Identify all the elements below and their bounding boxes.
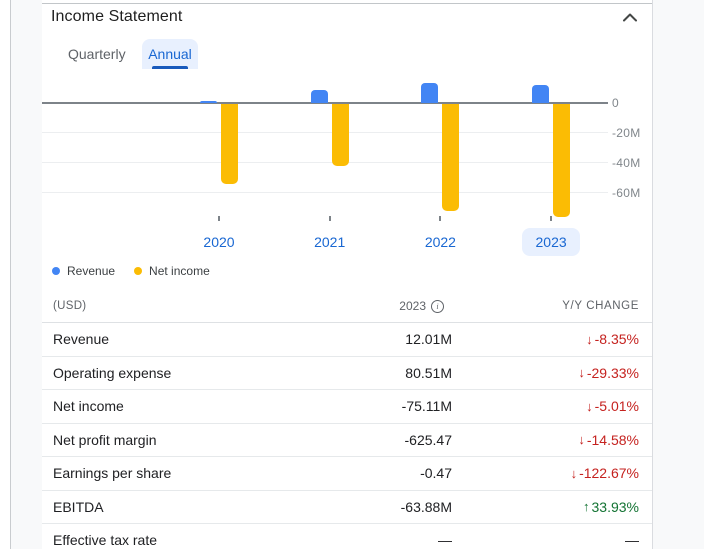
year-column-header: 2023 i bbox=[399, 299, 444, 313]
row-yy-change: — bbox=[625, 532, 639, 549]
net-income-bar-2022[interactable] bbox=[442, 104, 460, 212]
row-label: Earnings per share bbox=[53, 465, 172, 482]
yy-change-column-header: Y/Y CHANGE bbox=[562, 300, 639, 312]
down-arrow-icon: ↓ bbox=[570, 465, 578, 481]
down-arrow-icon: ↓ bbox=[586, 398, 593, 414]
row-yy-change: ↓ -29.33% bbox=[578, 364, 639, 381]
table-row-earnings-per-share: Earnings per share -0.47 ↓ -122.67% bbox=[42, 457, 652, 491]
row-yy-change: ↓ -122.67% bbox=[570, 465, 639, 482]
revenue-bar-2023[interactable] bbox=[532, 85, 550, 103]
revenue-bar-2020[interactable] bbox=[200, 100, 217, 104]
legend-dot bbox=[52, 267, 60, 275]
table-row-effective-tax-rate: Effective tax rate — — bbox=[42, 524, 652, 549]
tab-annual[interactable]: Annual bbox=[142, 39, 198, 69]
legend-label: Net income bbox=[149, 264, 210, 278]
year-label-2020[interactable]: 2020 bbox=[190, 228, 248, 256]
left-panel-border bbox=[10, 0, 11, 549]
table-row-net-profit-margin: Net profit margin -625.47 ↓ -14.58% bbox=[42, 424, 652, 457]
panel-title: Income Statement bbox=[51, 8, 183, 25]
row-yy-change: ↓ -8.35% bbox=[586, 331, 639, 348]
row-value: -75.11M bbox=[401, 398, 452, 415]
row-label: Operating expense bbox=[53, 364, 172, 381]
x-tick-2022 bbox=[439, 216, 442, 221]
row-yy-change: ↓ -5.01% bbox=[586, 398, 639, 415]
row-label: Net income bbox=[53, 398, 124, 415]
row-value: -625.47 bbox=[404, 431, 452, 448]
table-row-revenue: Revenue 12.01M ↓ -8.35% bbox=[42, 323, 652, 357]
y-axis-label-0: 0 bbox=[612, 96, 619, 110]
table-row-net-income: Net income -75.11M ↓ -5.01% bbox=[42, 390, 652, 424]
row-yy-change: ↓ -14.58% bbox=[578, 431, 639, 448]
year-label-2022[interactable]: 2022 bbox=[411, 228, 469, 256]
down-arrow-icon: ↓ bbox=[578, 365, 585, 381]
income-statement-card: Income Statement Quarterly Annual 0 -20M -… bbox=[42, 0, 652, 549]
row-label: Revenue bbox=[53, 331, 110, 348]
row-value: -0.47 bbox=[420, 465, 452, 482]
gridline-minus-20m bbox=[42, 132, 608, 133]
net-income-bar-2023[interactable] bbox=[553, 104, 571, 217]
financials-table: (USD) 2023 i Y/Y CHANGE Revenue 12.01M ↓ -8… bbox=[42, 292, 652, 549]
row-value: -63.88M bbox=[400, 498, 452, 515]
year-label-2021[interactable]: 2021 bbox=[301, 228, 359, 256]
zero-axis-line bbox=[42, 102, 608, 104]
year-header-label: 2023 bbox=[399, 299, 426, 313]
gridline-minus-60m bbox=[42, 192, 608, 193]
y-axis-label--40M: -40M bbox=[612, 156, 641, 170]
table-body: Revenue 12.01M ↓ -8.35% Operating expense 80.… bbox=[42, 323, 652, 549]
down-arrow-icon: ↓ bbox=[578, 432, 585, 448]
collapse-section-button[interactable] bbox=[616, 6, 644, 28]
table-row-operating-expense: Operating expense 80.51M ↓ -29.33% bbox=[42, 357, 652, 390]
row-value: — bbox=[438, 532, 452, 549]
net-income-bar-2021[interactable] bbox=[331, 104, 349, 166]
row-label: EBITDA bbox=[53, 498, 104, 515]
row-label: Effective tax rate bbox=[53, 532, 158, 549]
table-header-row: (USD) 2023 i Y/Y CHANGE bbox=[42, 292, 652, 323]
row-yy-change: ↑ 33.93% bbox=[583, 498, 639, 515]
currency-unit-header: (USD) bbox=[53, 300, 87, 312]
tab-quarterly[interactable]: Quarterly bbox=[68, 39, 126, 69]
table-row-ebitda: EBITDA -63.88M ↑ 33.93% bbox=[42, 491, 652, 524]
net-income-bar-2020[interactable] bbox=[221, 104, 238, 184]
tab-annual-label: Annual bbox=[148, 46, 192, 62]
tab-active-indicator bbox=[152, 66, 188, 69]
down-arrow-icon: ↓ bbox=[586, 331, 593, 347]
right-gutter bbox=[652, 0, 704, 549]
legend-label: Revenue bbox=[67, 264, 116, 278]
revenue-bar-2021[interactable] bbox=[310, 89, 328, 103]
legend-dot bbox=[134, 267, 143, 275]
revenue-bar-2022[interactable] bbox=[421, 83, 439, 103]
row-value: 80.51M bbox=[405, 364, 452, 381]
income-statement-bar-chart: 0 -20M -40M -60M bbox=[42, 75, 652, 228]
year-label-2023[interactable]: 2023 bbox=[522, 228, 581, 256]
legend-item-revenue: Revenue bbox=[52, 264, 115, 278]
gridline-minus-40m bbox=[42, 162, 608, 163]
section-divider bbox=[42, 3, 652, 4]
x-tick-2023 bbox=[550, 216, 553, 221]
legend-item-net-income: Net income bbox=[134, 264, 210, 278]
x-tick-2021 bbox=[328, 216, 331, 221]
chart-legend: Revenue Net income bbox=[52, 263, 210, 279]
info-icon[interactable]: i bbox=[431, 299, 444, 313]
x-tick-2020 bbox=[218, 216, 220, 221]
row-label: Net profit margin bbox=[53, 431, 157, 448]
row-value: 12.01M bbox=[405, 331, 452, 348]
left-gutter bbox=[11, 0, 42, 549]
y-axis-label--20M: -20M bbox=[612, 126, 641, 140]
y-axis-label--60M: -60M bbox=[612, 186, 641, 200]
chevron-up-icon bbox=[622, 10, 638, 25]
up-arrow-icon: ↑ bbox=[583, 499, 590, 515]
